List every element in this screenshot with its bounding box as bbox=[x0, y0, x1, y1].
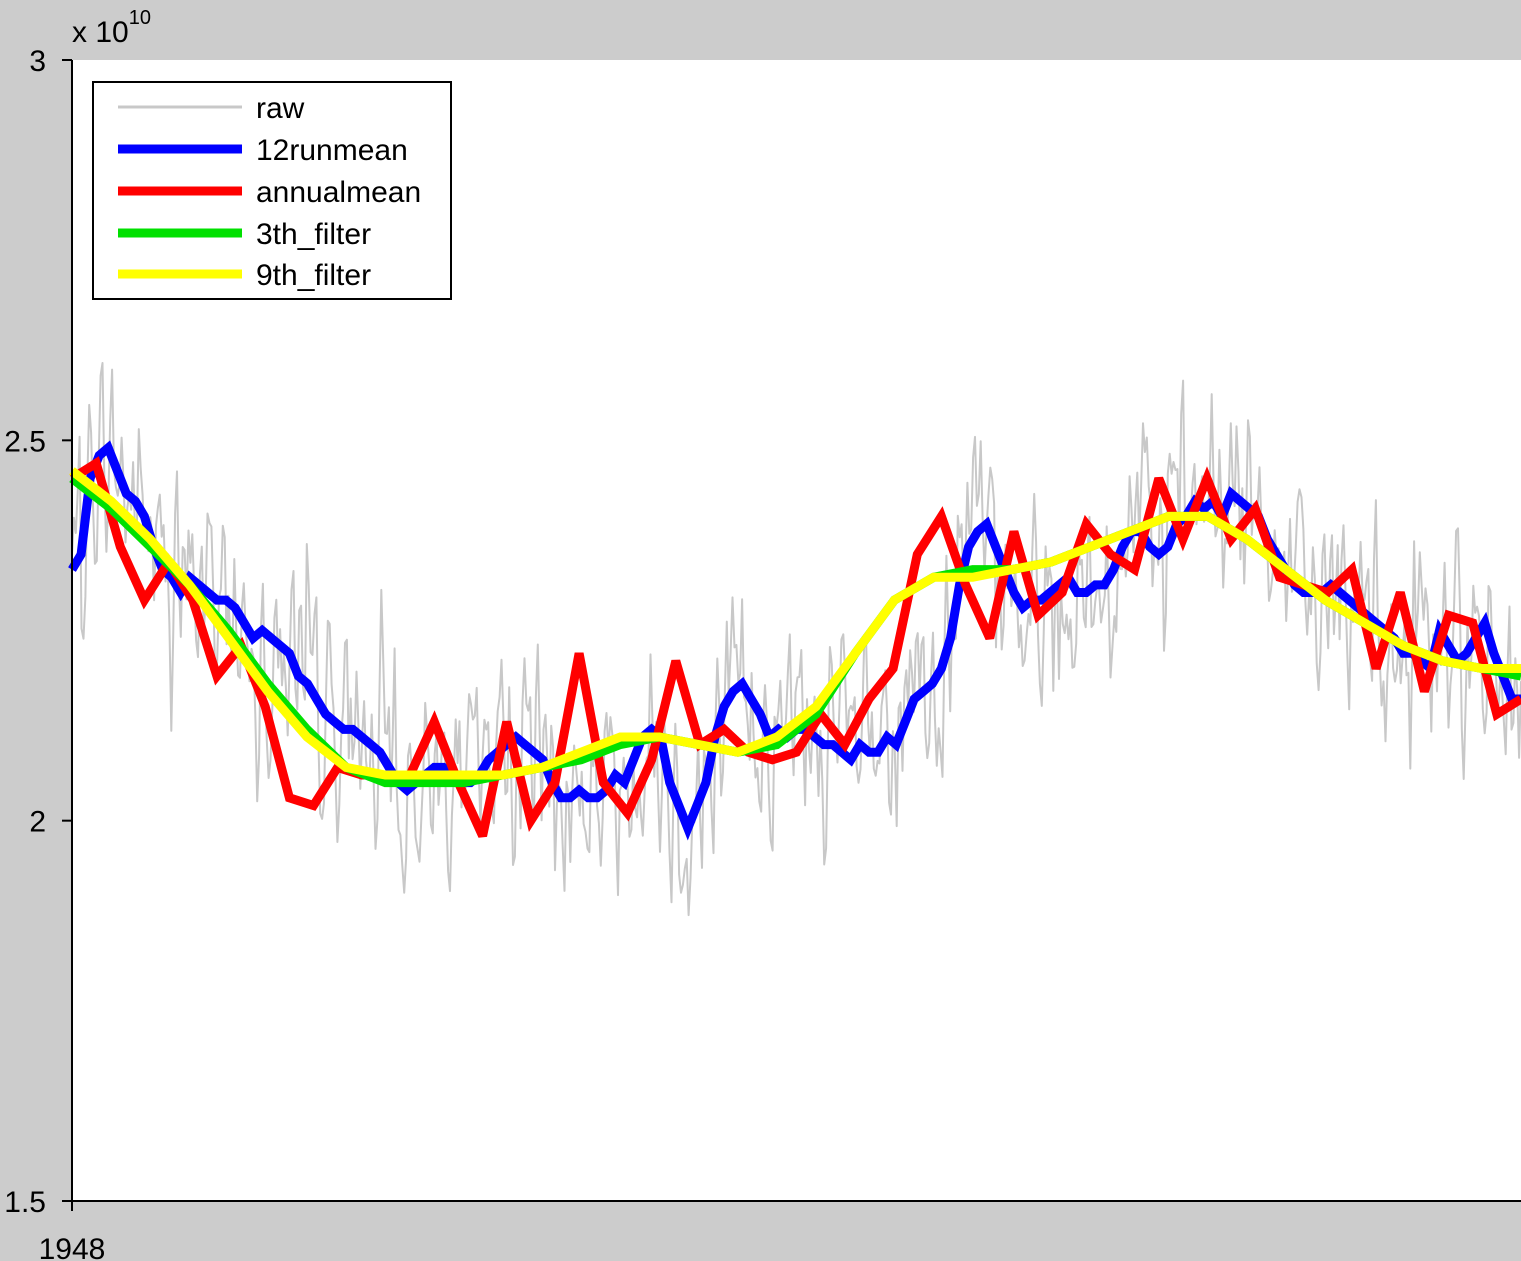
y-exponent-base: x 10 bbox=[72, 16, 129, 49]
series-annualmean-line bbox=[69, 456, 1521, 838]
legend-item-12runmean: 12runmean bbox=[118, 134, 408, 167]
series-layer bbox=[68, 362, 1521, 917]
series-9th-filter-line bbox=[69, 467, 1521, 780]
legend-label-annualmean: annualmean bbox=[256, 176, 421, 209]
legend-label-3th-filter: 3th_filter bbox=[256, 218, 371, 251]
legend: raw 12runmean annualmean 3th_filter 9th_… bbox=[92, 81, 452, 300]
legend-label-9th-filter: 9th_filter bbox=[256, 259, 371, 292]
y-tick-label: 1.5 bbox=[4, 1186, 46, 1219]
legend-item-raw: raw bbox=[118, 92, 305, 125]
y-tick-label: 2 bbox=[29, 806, 46, 839]
legend-item-3th-filter: 3th_filter bbox=[118, 218, 371, 251]
y-tick-label: 3 bbox=[29, 45, 46, 78]
legend-item-annualmean: annualmean bbox=[118, 176, 421, 209]
y-tick-label: 2.5 bbox=[4, 425, 46, 458]
y-exponent-label: x 1010 bbox=[72, 7, 151, 49]
axes-layer: 1.5 2 2.5 3 1948 bbox=[4, 45, 1521, 1261]
y-exponent-power: 10 bbox=[129, 7, 151, 29]
legend-item-9th-filter: 9th_filter bbox=[118, 259, 371, 292]
legend-label-raw: raw bbox=[256, 92, 305, 125]
x-tick-label: 1948 bbox=[39, 1233, 106, 1261]
legend-label-12runmean: 12runmean bbox=[256, 134, 408, 167]
